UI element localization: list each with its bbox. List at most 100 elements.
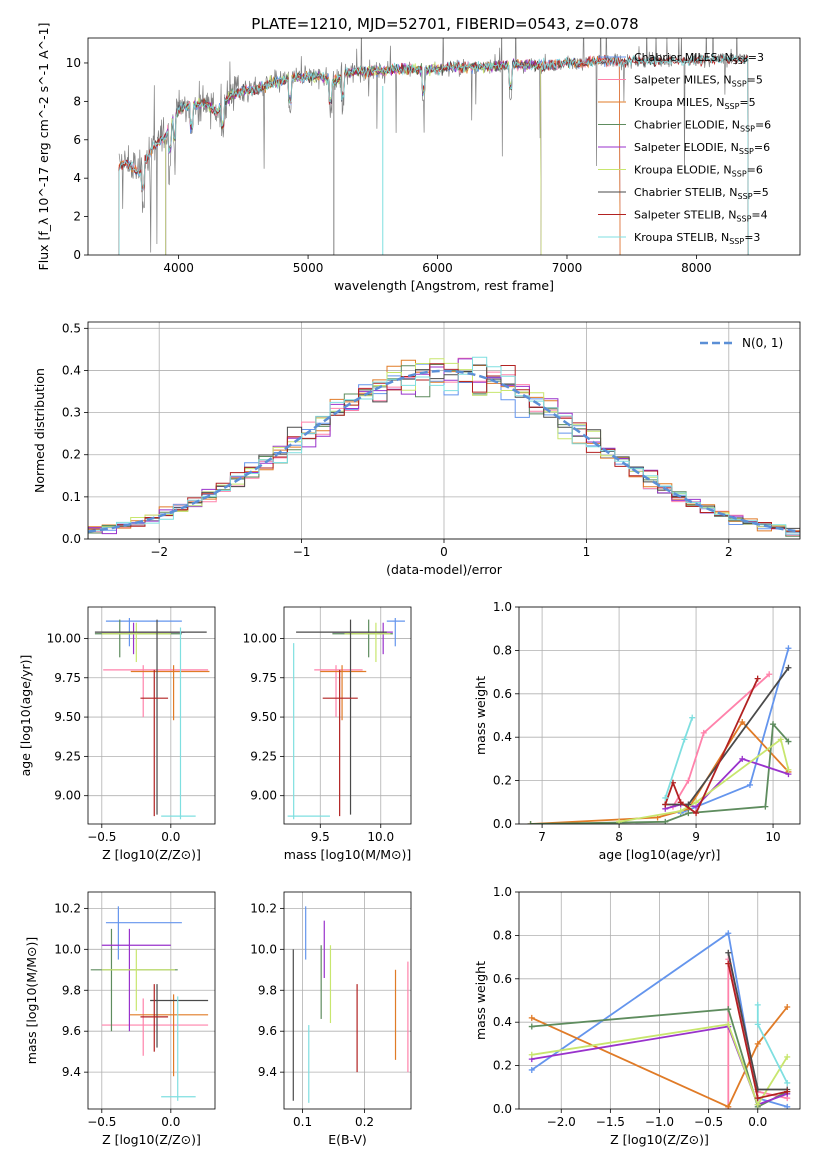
x-tick-label: 4000 xyxy=(163,261,194,275)
series-marker-kroupa-elodie xyxy=(693,799,700,806)
series-marker-kroupa-miles xyxy=(528,1014,535,1021)
series-marker-kroupa-elodie xyxy=(784,1053,791,1060)
series-marker-kroupa-stelib xyxy=(754,1021,761,1028)
model-line-salpeter-elodie xyxy=(165,58,542,255)
series-marker-kroupa-stelib xyxy=(681,736,688,743)
y-tick-label: 0.2 xyxy=(62,448,81,462)
series-marker-kroupa-miles xyxy=(784,1004,791,1011)
y-tick-label: 0.0 xyxy=(493,1102,512,1116)
legend-entry-kroupa-stelib: Kroupa STELIB, NSSP=3 xyxy=(634,231,760,246)
y-tick-label: 0.8 xyxy=(493,928,512,942)
x-axis-label: Z [log10(Z/Z⊙)] xyxy=(102,847,201,862)
series-marker-chabrier-elodie xyxy=(770,721,777,728)
x-tick-label: 0.0 xyxy=(161,830,180,844)
y-axis-label: age [log10(age/yr)] xyxy=(18,655,33,777)
x-tick-label: 0.1 xyxy=(293,1115,312,1129)
x-tick-label: 1 xyxy=(583,545,591,559)
series-line-salpeter-miles xyxy=(672,673,770,808)
spectrum-marks xyxy=(118,38,749,255)
legend-entry-salpeter-miles: Salpeter MILES, NSSP=5 xyxy=(634,74,763,89)
y-tick-label: 10.00 xyxy=(47,631,81,645)
x-axis-label: age [log10(age/yr)] xyxy=(599,847,721,862)
series-marker-kroupa-stelib xyxy=(689,714,696,721)
x-tick-label: 2 xyxy=(725,545,733,559)
y-tick-label: 10.0 xyxy=(54,942,81,956)
x-axis-label: Z [log10(Z/Z⊙)] xyxy=(102,1132,201,1147)
series-marker-kroupa-elodie xyxy=(725,1021,732,1028)
model-line-chabrier-miles xyxy=(118,56,621,255)
series-marker-salpeter-miles xyxy=(700,729,707,736)
series-marker-salpeter-stelib xyxy=(677,799,684,806)
series-line-kroupa-elodie xyxy=(531,1023,788,1107)
y-axis-label: mass weight xyxy=(473,676,488,755)
series-line-kroupa-miles xyxy=(531,1006,788,1108)
y-tick-label: 9.75 xyxy=(54,671,81,685)
x-tick-label: 0.0 xyxy=(748,1115,767,1129)
y-tick-label: 0.6 xyxy=(493,687,512,701)
x-tick-label: 10.0 xyxy=(367,830,394,844)
y-tick-label: 10 xyxy=(66,56,81,70)
residuals-marks xyxy=(88,356,800,539)
massweight_vs_age-panel: 7 8 9 10 0.0 0.2 0.4 0.6 0.8 1.0 age [log10(age/yr… xyxy=(473,600,801,862)
x-tick-label: 8000 xyxy=(681,261,712,275)
y-tick-label: 0.3 xyxy=(62,406,81,420)
y-tick-label: 0.4 xyxy=(62,363,81,377)
y-tick-label: 0.8 xyxy=(493,643,512,657)
y-tick-label: 4 xyxy=(73,171,81,185)
x-tick-label: 10 xyxy=(765,830,780,844)
y-tick-label: 9.00 xyxy=(54,789,81,803)
series-marker-chabrier-elodie xyxy=(785,738,792,745)
massweight_vs_Z-panel: −2.0 −1.5 −1.0 −0.5 0.0 0.0 0.2 0.4 0.6 0.8 1.0 Z [… xyxy=(473,885,801,1147)
series-marker-chabrier-miles xyxy=(785,645,792,652)
y-tick-label: 9.50 xyxy=(54,710,81,724)
x-axis-label: mass [log10(M/M⊙)] xyxy=(284,847,412,862)
mass_vs_Z-panel: −0.5 0.0 9.4 9.6 9.8 10.0 10.2 Z [log10(Z/Z⊙)] m… xyxy=(24,891,216,1147)
x-tick-label: 0.2 xyxy=(355,1115,374,1129)
y-tick-label: 0.2 xyxy=(493,774,512,788)
legend-entry-kroupa-miles: Kroupa MILES, NSSP=5 xyxy=(634,96,756,111)
x-tick-label: −0.5 xyxy=(87,830,116,844)
y-tick-label: 0.4 xyxy=(493,730,512,744)
y-axis-label: Flux [f_λ 10^-17 erg cm^-2 s^-1 A^-1] xyxy=(36,23,51,271)
series-line-salpeter-stelib xyxy=(664,678,759,815)
x-tick-label: −2.0 xyxy=(547,1115,576,1129)
axes-frame xyxy=(87,891,216,1110)
series-marker-kroupa-elodie xyxy=(528,1051,535,1058)
series-marker-kroupa-stelib xyxy=(784,1079,791,1086)
y-tick-label: 0.6 xyxy=(493,972,512,986)
series-marker-salpeter-elodie xyxy=(739,755,746,762)
series-marker-chabrier-miles xyxy=(746,781,753,788)
y-tick-label: 6 xyxy=(73,133,81,147)
x-axis-label: wavelength [Angstrom, rest frame] xyxy=(334,278,554,293)
series-marker-kroupa-elodie xyxy=(785,766,792,773)
x-axis-label: (data-model)/error xyxy=(386,562,503,577)
y-tick-label: 9.50 xyxy=(250,710,277,724)
x-tick-label: 7 xyxy=(538,830,546,844)
series-line-chabrier-stelib xyxy=(665,667,790,806)
x-tick-label: 6000 xyxy=(422,261,453,275)
y-tick-label: 0.4 xyxy=(493,1015,512,1029)
axes-frame xyxy=(518,606,801,825)
age_vs_Z-panel: −0.5 0.0 9.00 9.25 9.50 9.75 10.00 Z [log10(Z/Z… xyxy=(18,606,216,862)
massweight_vs_Z-marks xyxy=(528,930,791,1109)
x-tick-label: 9 xyxy=(692,830,700,844)
axes-frame xyxy=(518,891,801,1110)
x-tick-label: 9.5 xyxy=(311,830,330,844)
series-marker-salpeter-stelib xyxy=(693,810,700,817)
x-tick-label: −2 xyxy=(150,545,168,559)
series-line-kroupa-stelib xyxy=(756,1004,789,1084)
series-marker-kroupa-stelib xyxy=(754,1001,761,1008)
series-line-chabrier-miles xyxy=(531,931,788,1108)
y-axis-label: Normed distribution xyxy=(32,368,47,493)
x-tick-label: 0 xyxy=(440,545,448,559)
massweight_vs_age-marks xyxy=(527,645,792,824)
y-tick-label: 9.6 xyxy=(258,1024,277,1038)
age_vs_Z-marks xyxy=(94,618,210,820)
series-marker-kroupa-miles xyxy=(754,1040,761,1047)
model-line-kroupa-elodie xyxy=(165,61,542,255)
y-tick-label: 8 xyxy=(73,94,81,108)
y-tick-label: 1.0 xyxy=(493,885,512,899)
series-marker-chabrier-elodie xyxy=(528,1023,535,1030)
model-line-kroupa-stelib xyxy=(118,53,749,255)
series-marker-kroupa-elodie xyxy=(677,807,684,814)
